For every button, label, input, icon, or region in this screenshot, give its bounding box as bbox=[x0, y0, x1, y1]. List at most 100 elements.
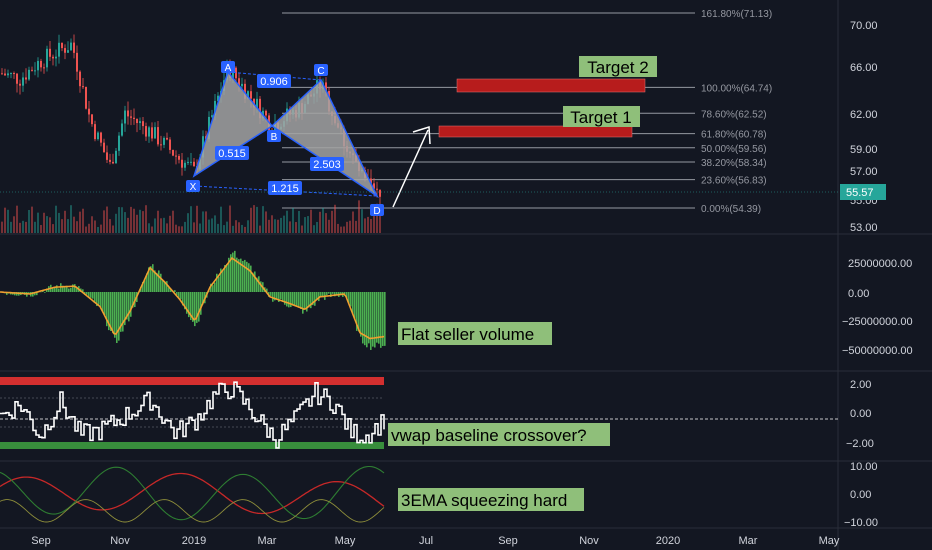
volume-hist-bar bbox=[294, 292, 296, 307]
volume-hist-bar bbox=[64, 287, 66, 292]
volume-bar bbox=[190, 206, 192, 233]
volume-hist-bar bbox=[176, 292, 178, 296]
candle-body bbox=[133, 117, 135, 119]
volume-bar bbox=[70, 205, 72, 233]
volume-bar bbox=[13, 216, 15, 233]
time-tick: Mar bbox=[258, 535, 277, 547]
candle-body bbox=[136, 118, 138, 124]
candle-body bbox=[256, 98, 258, 108]
candle-body bbox=[379, 189, 381, 197]
volume-hist-bar bbox=[296, 292, 298, 307]
volume-hist-bar bbox=[98, 292, 100, 305]
volume-hist-bar bbox=[286, 292, 288, 307]
volume-bar bbox=[121, 207, 123, 233]
volume-bar bbox=[46, 216, 48, 233]
candle-body bbox=[16, 73, 18, 84]
volume-hist-bar bbox=[308, 292, 310, 308]
volume-bar bbox=[334, 204, 336, 233]
candle-body bbox=[181, 159, 183, 168]
volume-bar bbox=[280, 217, 282, 233]
volume-bar bbox=[196, 205, 198, 233]
candle-body bbox=[19, 83, 21, 86]
volume-bar bbox=[1, 221, 3, 233]
candle-body bbox=[163, 137, 165, 145]
candle-body bbox=[46, 48, 48, 68]
volume-hist-bar bbox=[56, 285, 58, 292]
oversold-band bbox=[0, 442, 384, 449]
volume-bar bbox=[253, 205, 255, 233]
volume-bar bbox=[109, 219, 111, 233]
volume-bar bbox=[358, 200, 360, 233]
time-tick: May bbox=[335, 535, 356, 547]
volume-hist-bar bbox=[192, 292, 194, 322]
candle-body bbox=[235, 67, 237, 79]
volume-hist-bar bbox=[336, 292, 338, 295]
candle-body bbox=[28, 69, 30, 80]
volume-bar bbox=[349, 220, 351, 233]
volume-bar bbox=[310, 209, 312, 233]
candle-body bbox=[10, 73, 12, 75]
candle-body bbox=[145, 126, 147, 137]
volume-hist-bar bbox=[260, 281, 262, 292]
volume-bar bbox=[229, 205, 231, 233]
target-2-label-box bbox=[579, 56, 657, 77]
ema-tick: −10.00 bbox=[844, 517, 878, 529]
volume-hist-bar bbox=[108, 292, 110, 331]
volume-hist-bar bbox=[376, 292, 378, 343]
volume-tick: −50000000.00 bbox=[842, 345, 913, 357]
volume-hist-bar bbox=[306, 292, 308, 312]
volume-hist-bar bbox=[280, 292, 282, 300]
fib-level-label: 0.00%(54.39) bbox=[701, 204, 761, 215]
candle-body bbox=[265, 110, 267, 116]
volume-hist-bar bbox=[244, 259, 246, 292]
volume-bar bbox=[55, 205, 57, 233]
volume-bar bbox=[238, 222, 240, 233]
candle-body bbox=[34, 70, 36, 72]
volume-hist-bar bbox=[164, 281, 166, 292]
candle-body bbox=[370, 178, 372, 184]
candle-body bbox=[67, 50, 69, 53]
volume-bar bbox=[193, 222, 195, 233]
volume-bar bbox=[283, 215, 285, 233]
vwap-annotation: vwap baseline crossover? bbox=[391, 426, 587, 445]
candle-body bbox=[151, 127, 153, 139]
candle-body bbox=[130, 116, 132, 118]
ema-annotation-box bbox=[398, 488, 584, 511]
volume-bar bbox=[142, 211, 144, 233]
volume-hist-bar bbox=[352, 292, 354, 314]
volume-bars bbox=[1, 200, 381, 233]
point-x-label: X bbox=[190, 182, 197, 193]
volume-bar bbox=[139, 209, 141, 233]
volume-hist-bar bbox=[66, 285, 68, 292]
vwap-axis: 2.00 0.00 −2.00 bbox=[846, 379, 874, 450]
ratio-label-0906: 0.906 bbox=[260, 76, 288, 88]
volume-bar bbox=[340, 226, 342, 233]
volume-hist-bar bbox=[228, 257, 230, 292]
volume-bar bbox=[211, 218, 213, 233]
volume-hist-bar bbox=[276, 292, 278, 300]
volume-bar bbox=[178, 226, 180, 233]
target-zones: Target 2 Target 1 bbox=[438, 56, 657, 138]
candle-body bbox=[241, 83, 243, 87]
volume-bar bbox=[187, 213, 189, 233]
volume-bar bbox=[301, 225, 303, 233]
volume-hist-bar bbox=[88, 292, 90, 298]
volume-bar bbox=[325, 213, 327, 233]
vwap-annotation-box bbox=[388, 423, 610, 446]
volume-bar bbox=[25, 221, 27, 233]
volume-bar bbox=[328, 219, 330, 233]
volume-bar bbox=[322, 207, 324, 233]
volume-hist-bar bbox=[160, 273, 162, 292]
candle-body bbox=[184, 162, 186, 168]
volume-tick: 25000000.00 bbox=[848, 258, 912, 270]
volume-bar bbox=[97, 226, 99, 233]
volume-bar bbox=[73, 216, 75, 233]
candle-body bbox=[103, 142, 105, 153]
volume-bar bbox=[157, 210, 159, 233]
volume-hist-bar bbox=[374, 292, 376, 348]
candle-body bbox=[91, 114, 93, 125]
volume-hist-bar bbox=[258, 276, 260, 292]
volume-hist-bar bbox=[214, 282, 216, 292]
target-2-zone bbox=[456, 78, 646, 93]
candle-body bbox=[70, 42, 72, 51]
